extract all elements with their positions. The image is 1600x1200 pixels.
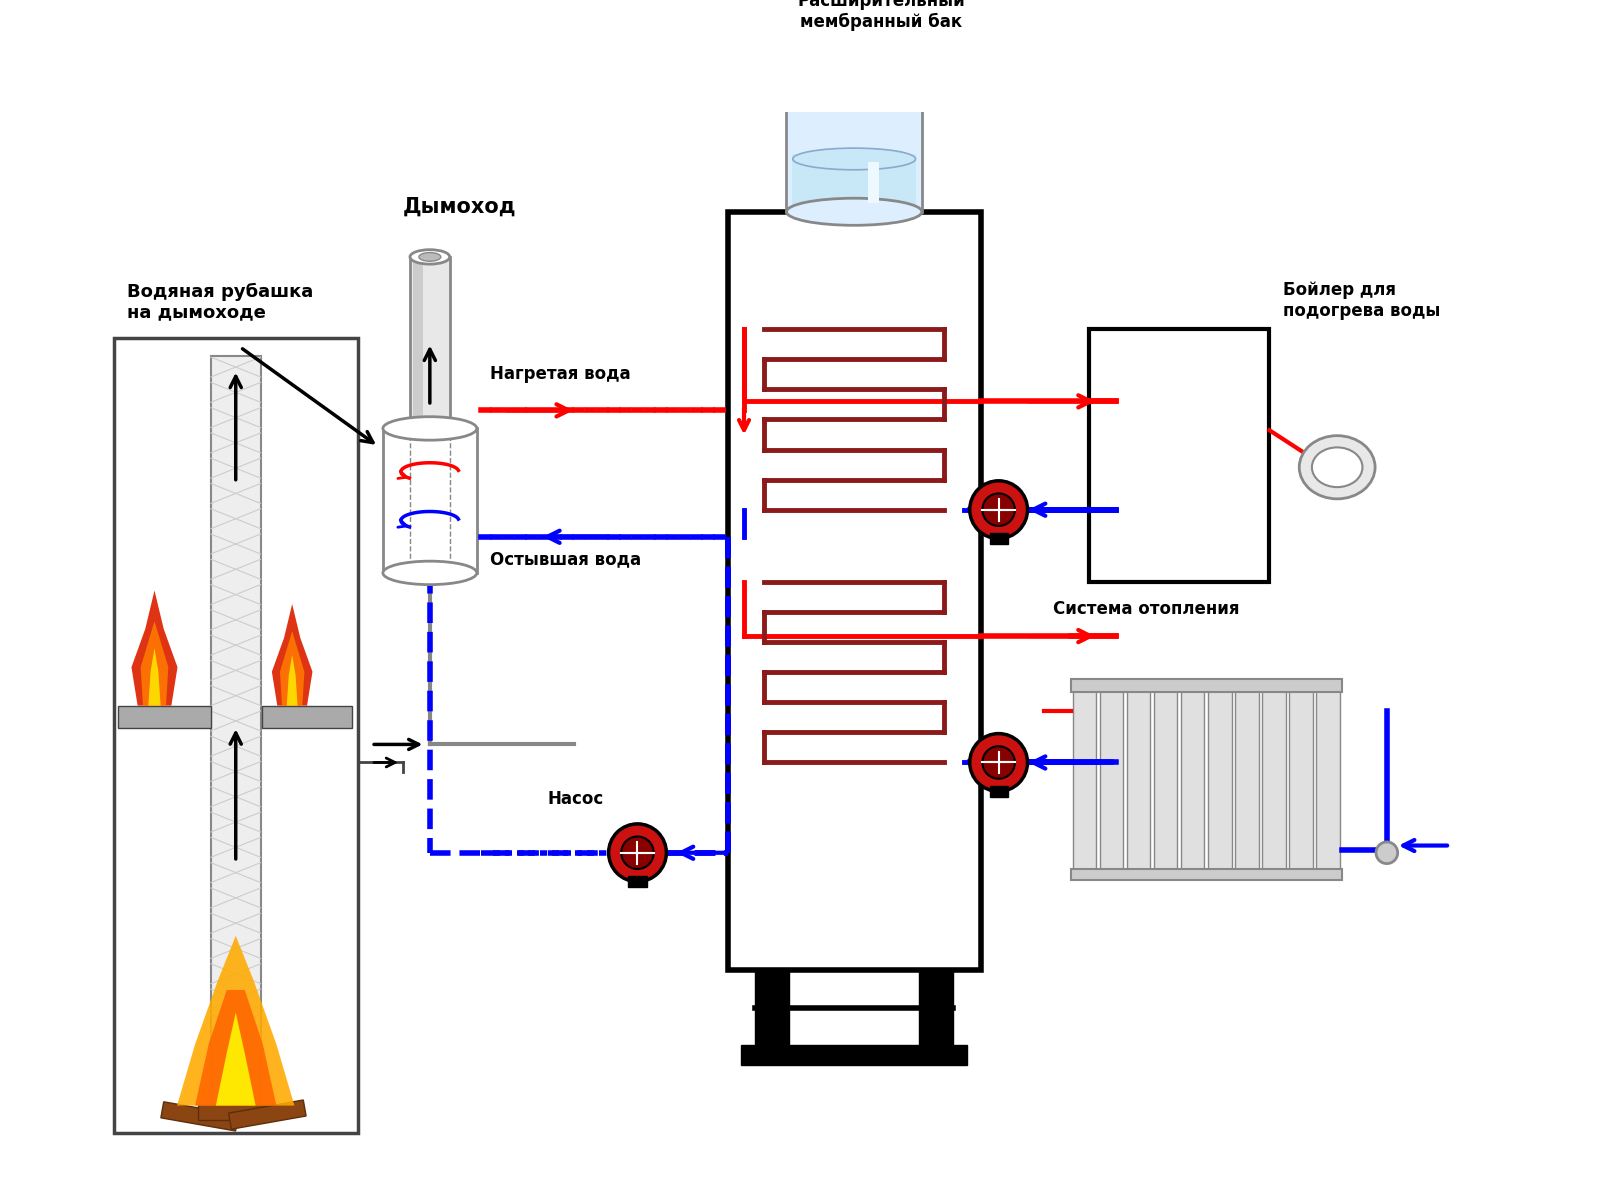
Polygon shape (131, 590, 178, 706)
Bar (198, 1104, 274, 1120)
Bar (229, 1100, 306, 1129)
Bar (1070, 869, 1342, 880)
Bar (162, 1102, 238, 1130)
Bar (741, 1045, 966, 1064)
Bar (989, 786, 1008, 797)
Bar (211, 356, 261, 1115)
Bar (1070, 679, 1342, 692)
Bar (1181, 690, 1205, 871)
Ellipse shape (382, 562, 477, 584)
Polygon shape (149, 648, 160, 706)
Polygon shape (272, 604, 312, 706)
Polygon shape (178, 936, 294, 1105)
Bar (1072, 690, 1096, 871)
Bar (1154, 690, 1178, 871)
Text: Расширительный
мембранный бак: Расширительный мембранный бак (797, 0, 965, 31)
Text: Остывшая вода: Остывшая вода (490, 551, 642, 569)
Bar (918, 970, 954, 1046)
Ellipse shape (1299, 436, 1374, 499)
Bar (1317, 690, 1339, 871)
Bar (1099, 690, 1123, 871)
Bar (1090, 329, 1269, 582)
Ellipse shape (608, 824, 666, 882)
Bar (1262, 690, 1286, 871)
Ellipse shape (419, 252, 440, 262)
Polygon shape (286, 655, 298, 706)
Ellipse shape (970, 481, 1027, 539)
Ellipse shape (787, 80, 922, 108)
Polygon shape (141, 622, 168, 706)
Ellipse shape (410, 250, 450, 264)
Ellipse shape (982, 746, 1014, 779)
Bar (114, 338, 358, 1133)
Bar (1126, 690, 1150, 871)
Ellipse shape (1312, 448, 1363, 487)
Text: Дымоход: Дымоход (403, 197, 517, 216)
Bar (262, 706, 352, 728)
Bar (989, 533, 1008, 544)
Ellipse shape (621, 836, 654, 869)
Polygon shape (195, 990, 277, 1105)
Text: Нагретая вода: Нагретая вода (490, 365, 630, 383)
Ellipse shape (982, 493, 1014, 526)
Ellipse shape (970, 733, 1027, 791)
Polygon shape (280, 631, 304, 706)
Bar (1290, 690, 1312, 871)
Bar (629, 876, 646, 887)
Ellipse shape (1376, 842, 1398, 864)
Bar (410, 257, 450, 428)
Text: Насос: Насос (547, 790, 603, 808)
Polygon shape (216, 1013, 256, 1105)
Bar (118, 706, 211, 728)
Bar (413, 257, 422, 428)
Text: Система отопления: Система отопления (1053, 600, 1240, 618)
Bar (755, 970, 789, 1046)
Text: Водяная рубашка
на дымоходе: Водяная рубашка на дымоходе (128, 282, 314, 322)
Bar (787, 95, 922, 211)
Bar (792, 155, 917, 208)
Bar (1235, 690, 1259, 871)
Ellipse shape (787, 198, 922, 226)
Bar (1208, 690, 1232, 871)
Bar (867, 162, 878, 203)
Bar (728, 211, 981, 970)
Ellipse shape (792, 148, 915, 169)
Bar (382, 428, 477, 572)
Ellipse shape (382, 416, 477, 440)
Text: Бойлер для
подогрева воды: Бойлер для подогрева воды (1283, 281, 1440, 320)
